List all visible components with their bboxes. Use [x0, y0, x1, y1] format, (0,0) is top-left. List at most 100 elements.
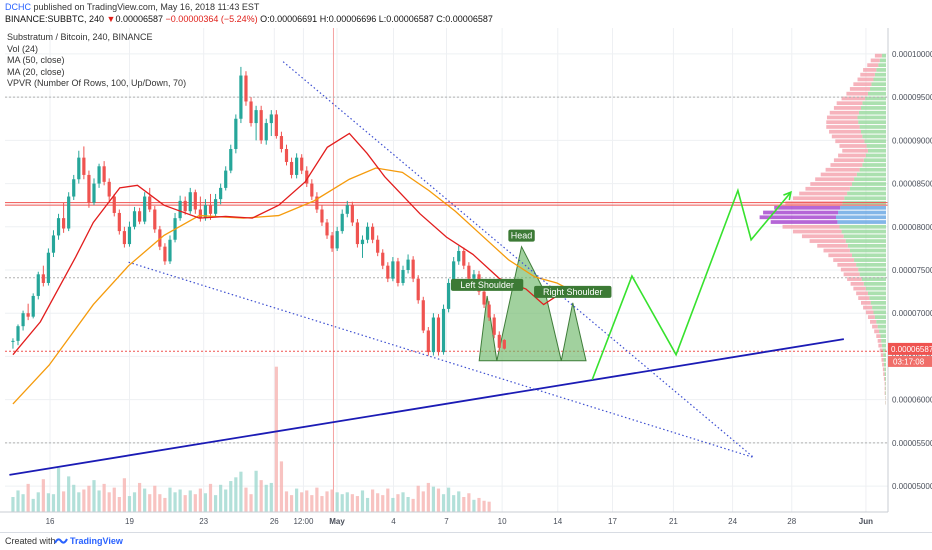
candle-body: [371, 226, 375, 240]
volume-bar: [264, 484, 268, 512]
volume-bar: [487, 501, 491, 512]
y-tick-label: 0.00005000: [892, 482, 932, 491]
vp-down-bar: [846, 91, 868, 96]
vp-down-bar: [878, 343, 882, 348]
tradingview-logo-icon: [54, 538, 68, 544]
volume-bar: [87, 485, 91, 512]
vp-up-bar: [881, 338, 886, 343]
drawings: [9, 61, 844, 476]
study-volume[interactable]: Vol (24): [7, 43, 39, 54]
candle-body: [355, 222, 360, 245]
price-chart[interactable]: Head Left Shoulder Right Shoulder 0.000100…: [0, 0, 932, 532]
vp-up-bar: [837, 220, 886, 224]
volume-bar: [406, 497, 410, 512]
candle-body: [56, 218, 61, 236]
publish-line: DCHC published on TradingView.com, May 1…: [5, 2, 259, 12]
tradingview-brand-link[interactable]: TradingView: [70, 536, 123, 546]
volume-bar: [219, 484, 223, 512]
candle-body: [21, 313, 25, 327]
vp-down-bar: [853, 82, 872, 87]
vp-down-bar: [867, 63, 879, 68]
study-ma50[interactable]: MA (50, close): [7, 55, 65, 66]
candle-body: [46, 252, 51, 283]
vp-up-bar: [883, 353, 886, 358]
candle-body: [406, 259, 410, 270]
vp-up-bar: [885, 391, 886, 396]
vp-down-bar: [838, 153, 866, 158]
volume-bar: [36, 492, 40, 512]
vp-down-bar: [857, 77, 874, 82]
candle-body: [82, 157, 86, 175]
volume-bar: [472, 499, 476, 512]
vp-down-bar: [792, 229, 842, 234]
vp-down-bar: [856, 291, 868, 296]
price-change: −0.00000364 (−5.24%): [165, 14, 258, 24]
study-legend: Substratum / Bitcoin, 240, BINANCE Vol (…: [7, 32, 186, 90]
volume-bar: [396, 494, 400, 512]
volume-bar: [254, 470, 258, 512]
vp-down-bar: [810, 182, 852, 186]
vp-down-bar: [829, 110, 859, 115]
candle-body: [203, 205, 208, 219]
vp-down-bar: [835, 139, 865, 144]
candle-body: [289, 161, 294, 175]
volume-bar: [365, 497, 370, 512]
x-tick-label: 19: [125, 517, 134, 526]
vp-up-bar: [854, 177, 886, 182]
candle-body: [431, 317, 436, 353]
vp-down-bar: [884, 391, 886, 396]
volume-bar: [431, 486, 436, 512]
candle-body: [305, 170, 309, 184]
vp-down-bar: [782, 224, 840, 229]
vp-down-bar: [840, 267, 859, 272]
candle-body: [365, 226, 370, 240]
candle-body: [132, 211, 137, 227]
vp-up-bar: [863, 281, 886, 286]
study-vpvr[interactable]: VPVR (Number Of Rows, 100, Up/Down, 70): [7, 78, 187, 89]
candle-body: [213, 199, 218, 214]
volume-bar: [355, 496, 360, 512]
vp-up-bar: [873, 77, 886, 82]
candle-body: [143, 196, 147, 222]
vp-up-bar: [858, 110, 886, 115]
candle-body: [391, 261, 395, 279]
volume-bar: [289, 495, 294, 512]
y-tick-label: 0.00008500: [892, 180, 932, 189]
volume-bar: [386, 488, 390, 512]
candle-body: [350, 205, 354, 223]
ma50-line: [12, 167, 571, 405]
vp-down-bar: [884, 386, 886, 391]
candle-body: [376, 239, 380, 253]
volume-bar: [198, 488, 202, 512]
candle-body: [193, 192, 197, 210]
volume-bar: [340, 494, 344, 512]
vp-down-bar: [809, 239, 846, 243]
x-tick-label: 23: [199, 517, 208, 526]
study-ma20[interactable]: MA (20, close): [7, 66, 65, 77]
volume-bar: [477, 497, 481, 512]
candle-body: [92, 183, 96, 203]
x-tick-label: May: [329, 517, 345, 526]
volume-bar: [31, 498, 35, 512]
vp-down-bar: [801, 234, 844, 239]
candle-body: [269, 114, 273, 124]
vp-up-bar: [859, 272, 886, 277]
y-tick-label: 0.00009000: [892, 136, 932, 145]
volume-bar: [56, 467, 61, 512]
volume-bar: [244, 487, 248, 512]
volume-bar: [229, 481, 233, 512]
candle-body: [148, 196, 152, 210]
candle-body: [254, 110, 258, 124]
vp-down-bar: [815, 177, 855, 182]
support-trend-line: [9, 338, 844, 476]
candle-body: [62, 218, 66, 229]
study-main-series[interactable]: Substratum / Bitcoin, 240, BINANCE: [7, 32, 153, 42]
candle-body: [244, 75, 248, 102]
candle-body: [401, 270, 405, 283]
candle-body: [315, 196, 319, 210]
author-link[interactable]: DCHC: [5, 2, 31, 12]
vp-up-bar: [865, 96, 886, 101]
candle-body: [457, 250, 461, 262]
candle-body: [87, 174, 91, 203]
x-tick-label: 28: [787, 517, 796, 526]
